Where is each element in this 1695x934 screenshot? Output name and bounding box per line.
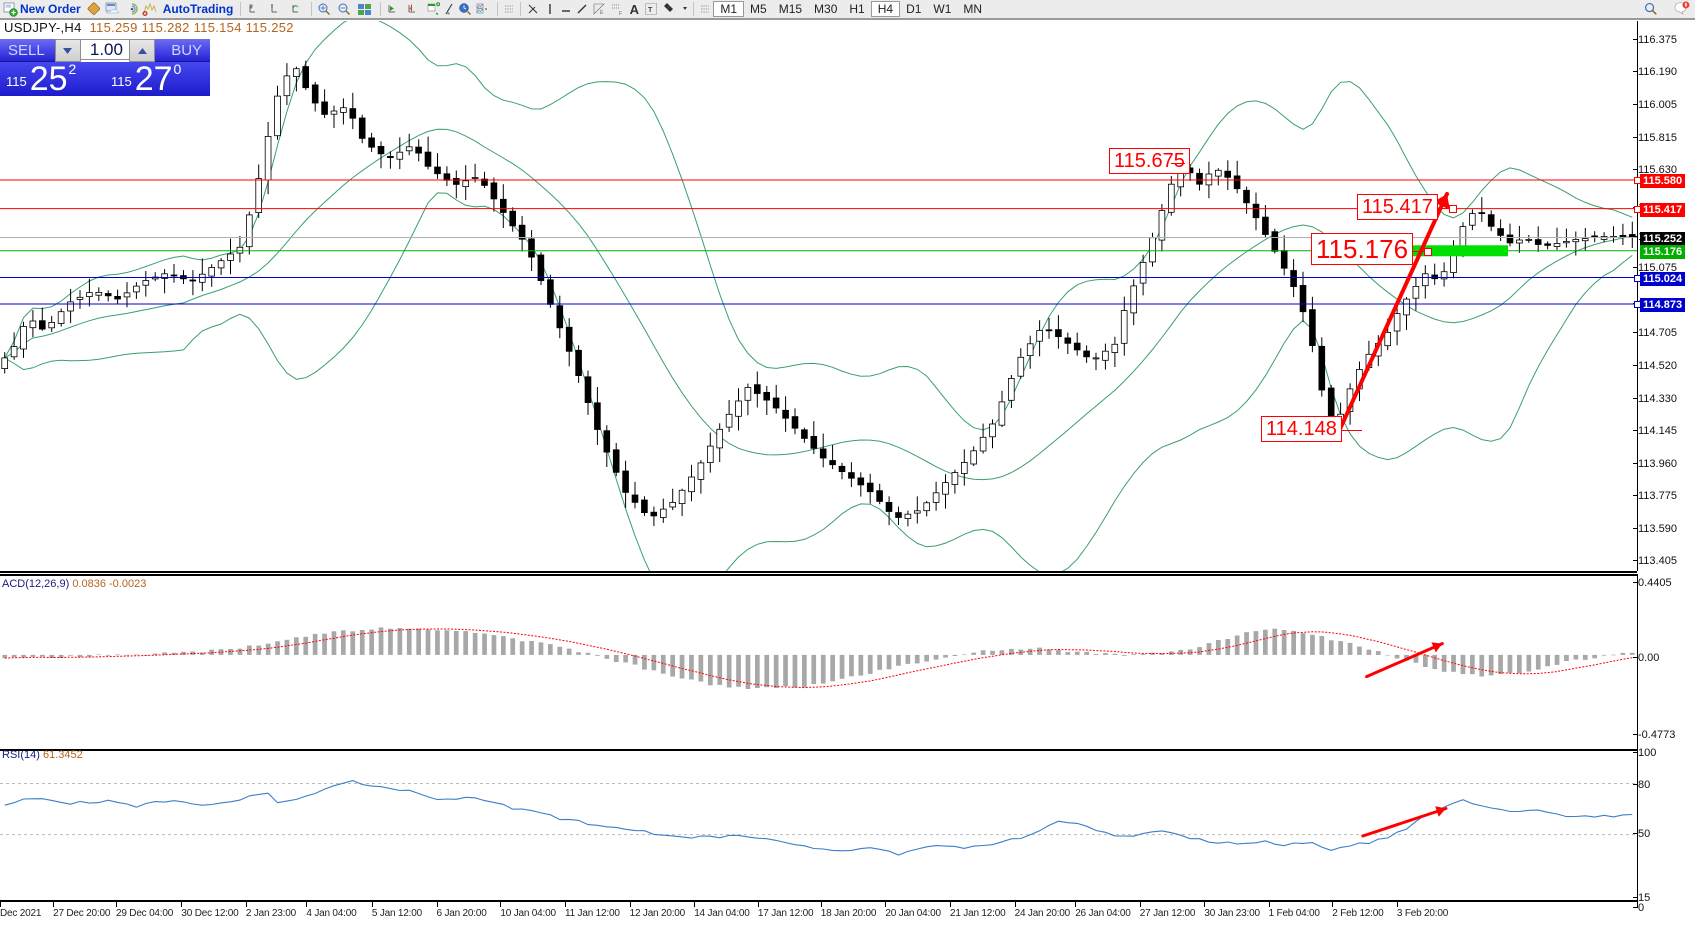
svg-text:F: F xyxy=(619,11,622,16)
svg-text:E: E xyxy=(600,10,604,16)
svg-text:T: T xyxy=(648,7,653,14)
